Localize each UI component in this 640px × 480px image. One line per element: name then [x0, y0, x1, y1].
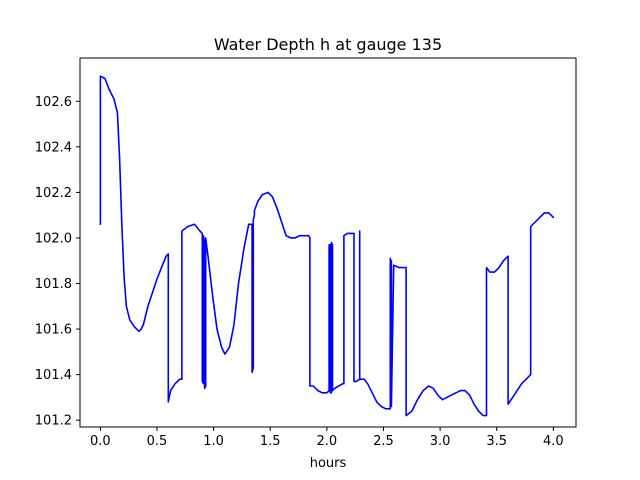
- x-tick-label: 3.5: [486, 434, 507, 449]
- y-tick-label: 101.4: [35, 368, 72, 383]
- y-tick-label: 101.8: [35, 277, 72, 292]
- x-tick-label: 2.5: [373, 434, 394, 449]
- x-tick-label: 1.5: [260, 434, 281, 449]
- x-tick-label: 0.0: [90, 434, 111, 449]
- x-tick-label: 2.0: [317, 434, 338, 449]
- plot-layer: [99, 75, 555, 417]
- x-axis: 0.0 0.5 1.0 1.5 2.0 2.5 3.0 3.5 4.0: [90, 427, 564, 449]
- y-axis: 101.2 101.4 101.6 101.8 102.0 102.2 102.4 102.6: [35, 95, 80, 429]
- x-tick-label: 1.0: [203, 434, 224, 449]
- chart-title: Water Depth h at gauge 135: [214, 35, 442, 54]
- y-tick-label: 101.2: [35, 414, 72, 429]
- x-tick-label: 3.0: [430, 434, 451, 449]
- y-tick-label: 102.6: [35, 95, 72, 110]
- y-tick-label: 102.0: [35, 231, 72, 246]
- y-tick-label: 101.6: [35, 323, 72, 338]
- series-line: [99, 75, 555, 417]
- x-tick-label: 4.0: [543, 434, 564, 449]
- y-tick-label: 102.4: [35, 140, 72, 155]
- axes-frame: [79, 57, 577, 428]
- x-tick-label: 0.5: [147, 434, 168, 449]
- y-tick-label: 102.2: [35, 186, 72, 201]
- x-axis-label: hours: [310, 456, 347, 471]
